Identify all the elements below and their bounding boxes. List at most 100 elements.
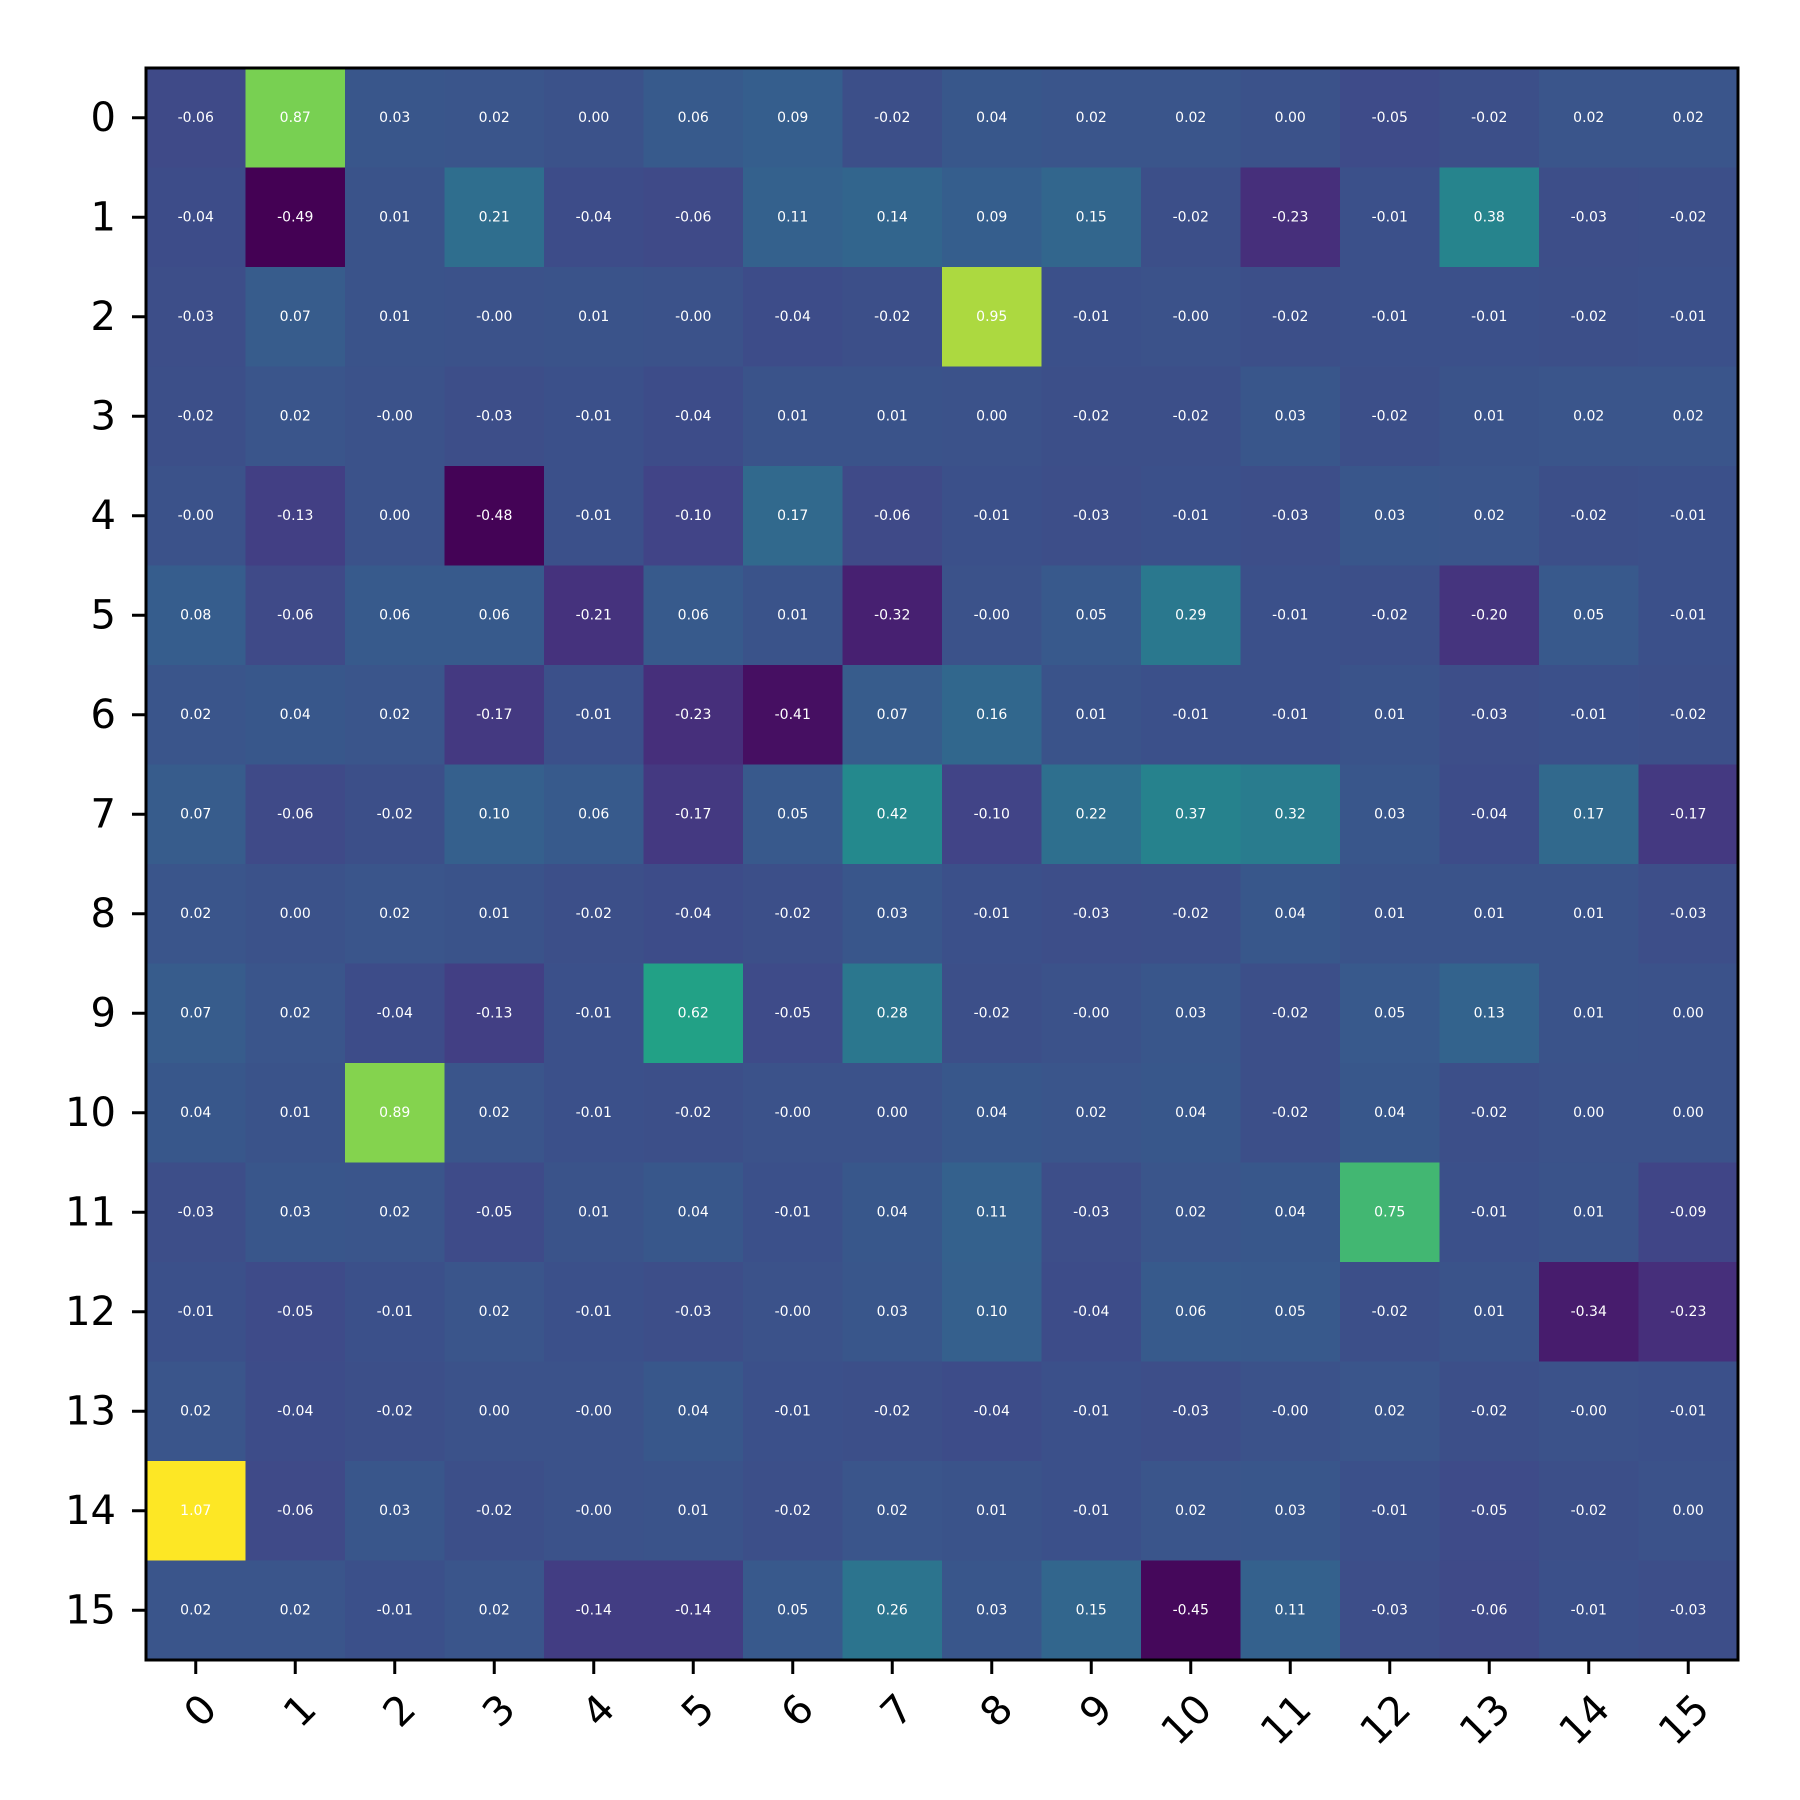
heatmap-cell bbox=[942, 1461, 1043, 1562]
cell-value-label: -0.01 bbox=[1372, 309, 1408, 325]
x-tick-label: 15 bbox=[1650, 1686, 1719, 1755]
heatmap-cell bbox=[743, 167, 844, 268]
x-tick-label: 12 bbox=[1351, 1686, 1420, 1755]
cell-value-label: -0.06 bbox=[277, 1503, 313, 1519]
cell-value-label: -0.03 bbox=[1670, 906, 1706, 922]
cell-value-label: 0.06 bbox=[678, 110, 709, 126]
heatmap-cell bbox=[245, 864, 346, 965]
heatmap-cell bbox=[146, 963, 247, 1064]
cell-value-label: 0.04 bbox=[976, 1105, 1007, 1121]
cell-value-label: 0.03 bbox=[1275, 1503, 1306, 1519]
cell-value-label: 0.11 bbox=[976, 1204, 1007, 1220]
cell-value-label: -0.05 bbox=[476, 1204, 512, 1220]
heatmap-cell bbox=[842, 864, 943, 965]
cell-value-label: -0.01 bbox=[1272, 607, 1308, 623]
cell-value-label: -0.01 bbox=[1272, 707, 1308, 723]
cell-value-label: 0.00 bbox=[976, 408, 1007, 424]
cell-value-label: -0.02 bbox=[1471, 1105, 1507, 1121]
heatmap-cell bbox=[1041, 1063, 1142, 1164]
heatmap-cell bbox=[1340, 1262, 1441, 1363]
heatmap-cell bbox=[245, 267, 346, 368]
heatmap-cell bbox=[1141, 665, 1242, 766]
cell-value-label: 0.07 bbox=[180, 1005, 211, 1021]
cell-value-label: 0.02 bbox=[180, 1602, 211, 1618]
heatmap-cell bbox=[146, 1262, 247, 1363]
heatmap-cell bbox=[1240, 1361, 1341, 1462]
cell-value-label: 0.01 bbox=[1573, 1204, 1604, 1220]
cell-value-label: -0.02 bbox=[377, 806, 413, 822]
heatmap-cell bbox=[1340, 267, 1441, 368]
heatmap-cell bbox=[1240, 1560, 1341, 1661]
cell-value-label: 0.02 bbox=[1573, 408, 1604, 424]
heatmap-cell bbox=[345, 963, 446, 1064]
y-tick-label: 9 bbox=[91, 990, 116, 1036]
cell-value-label: 0.01 bbox=[578, 309, 609, 325]
cell-value-label: 0.01 bbox=[1573, 1005, 1604, 1021]
heatmap-cell bbox=[544, 1162, 645, 1263]
cell-value-label: -0.03 bbox=[1073, 906, 1109, 922]
heatmap-cell bbox=[643, 68, 744, 169]
heatmap-cell bbox=[444, 864, 545, 965]
heatmap-cell bbox=[345, 1162, 446, 1263]
heatmap-cell bbox=[245, 466, 346, 567]
heatmap-cell bbox=[146, 1560, 247, 1661]
cell-value-label: -0.02 bbox=[476, 1503, 512, 1519]
cell-value-label: 0.01 bbox=[777, 408, 808, 424]
cell-value-label: 0.00 bbox=[1275, 110, 1306, 126]
cell-value-label: 0.14 bbox=[877, 209, 908, 225]
x-tick-label: 4 bbox=[573, 1686, 624, 1737]
cell-value-label: -0.01 bbox=[1073, 309, 1109, 325]
heatmap-cell bbox=[345, 1361, 446, 1462]
heatmap-cell bbox=[942, 366, 1043, 467]
cell-value-label: -0.09 bbox=[1670, 1204, 1706, 1220]
heatmap-cell bbox=[444, 68, 545, 169]
heatmap-cell bbox=[444, 1162, 545, 1263]
heatmap-cell bbox=[146, 167, 247, 268]
cell-value-label: -0.13 bbox=[476, 1005, 512, 1021]
cell-value-label: 0.08 bbox=[180, 607, 211, 623]
heatmap-cell bbox=[1539, 963, 1640, 1064]
cell-value-label: -0.17 bbox=[476, 707, 512, 723]
cell-value-label: 0.00 bbox=[479, 1403, 510, 1419]
heatmap-cell bbox=[345, 1262, 446, 1363]
cell-value-label: -0.03 bbox=[1073, 508, 1109, 524]
cell-value-label: -0.01 bbox=[1372, 1503, 1408, 1519]
cell-value-label: 0.06 bbox=[1175, 1304, 1206, 1320]
x-tick-label: 10 bbox=[1152, 1686, 1221, 1755]
heatmap-cell bbox=[245, 167, 346, 268]
heatmap-cell bbox=[1638, 68, 1739, 169]
cell-value-label: 0.16 bbox=[976, 707, 1007, 723]
cell-value-label: 0.03 bbox=[976, 1602, 1007, 1618]
heatmap-cell bbox=[1141, 963, 1242, 1064]
heatmap-cell bbox=[1638, 366, 1739, 467]
heatmap-cell bbox=[842, 1063, 943, 1164]
cell-value-label: 0.01 bbox=[280, 1105, 311, 1121]
heatmap-cell bbox=[643, 1560, 744, 1661]
cell-value-label: 0.01 bbox=[1374, 906, 1405, 922]
cell-value-label: -0.01 bbox=[1073, 1403, 1109, 1419]
heatmap-cell bbox=[942, 963, 1043, 1064]
heatmap-cell bbox=[544, 764, 645, 865]
heatmap-cell bbox=[842, 963, 943, 1064]
heatmap-cell bbox=[146, 267, 247, 368]
cell-value-label: -0.00 bbox=[476, 309, 512, 325]
heatmap-cell bbox=[245, 963, 346, 1064]
cell-value-label: -0.10 bbox=[675, 508, 711, 524]
heatmap-cell bbox=[146, 366, 247, 467]
heatmap-cell bbox=[643, 665, 744, 766]
cell-value-label: -0.01 bbox=[1670, 309, 1706, 325]
heatmap-cell bbox=[942, 565, 1043, 666]
heatmap-cell bbox=[1041, 1262, 1142, 1363]
heatmap-cell bbox=[842, 565, 943, 666]
heatmap-cell bbox=[146, 1162, 247, 1263]
y-tick-label: 10 bbox=[65, 1090, 116, 1136]
heatmap-cell bbox=[842, 366, 943, 467]
heatmap-cell bbox=[1539, 1361, 1640, 1462]
cell-value-label: -0.49 bbox=[277, 209, 313, 225]
heatmap-cell bbox=[1439, 366, 1540, 467]
heatmap-cell bbox=[345, 565, 446, 666]
heatmap-cell bbox=[1638, 1162, 1739, 1263]
cell-value-label: 0.05 bbox=[1374, 1005, 1405, 1021]
cell-value-label: -0.00 bbox=[775, 1304, 811, 1320]
cell-value-label: 0.95 bbox=[976, 309, 1007, 325]
